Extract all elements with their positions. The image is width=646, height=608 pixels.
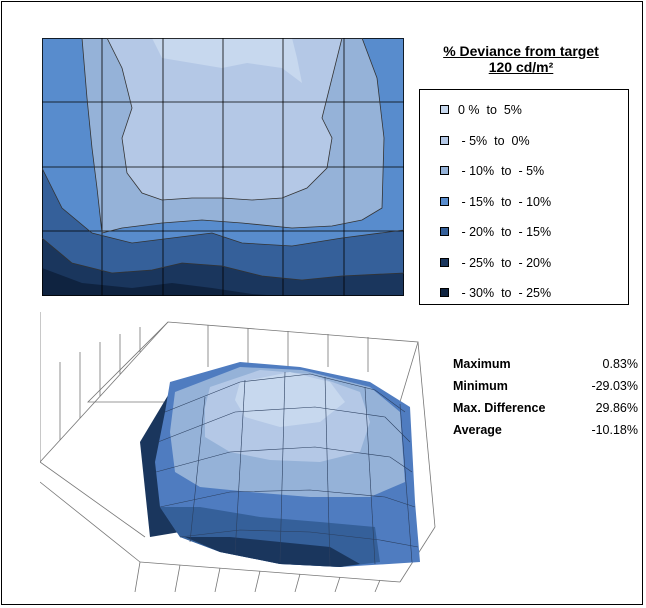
- legend-label: - 25% to - 20%: [458, 255, 552, 270]
- contour-grid: [42, 38, 404, 296]
- stat-row: Maximum 0.83%: [453, 356, 638, 378]
- legend-swatch: [440, 135, 449, 145]
- surface-wireframe-front: [134, 561, 381, 592]
- legend-label: - 5% to 0%: [458, 133, 530, 148]
- legend-swatch: [440, 288, 449, 297]
- contour-lines: [42, 38, 404, 281]
- surface-band-top: [235, 372, 345, 427]
- chart-title-text: % Deviance from target: [443, 43, 599, 59]
- stat-value: -29.03%: [591, 379, 638, 393]
- band-0-to-5: [152, 38, 302, 83]
- band-minus-20-to-minus-15: [42, 168, 404, 296]
- legend-label: 0 % to 5%: [458, 103, 522, 117]
- stat-label: Maximum: [453, 357, 511, 371]
- chart-title: % Deviance from target 120 cd/m²: [420, 43, 622, 75]
- legend-swatch: [440, 105, 449, 114]
- legend-label: - 30% to - 25%: [458, 286, 552, 300]
- legend: 0 % to 5% - 5% to 0% - 10% to - 5% - 15%…: [419, 89, 629, 305]
- legend-swatch: [440, 196, 449, 206]
- stat-value: 0.83%: [602, 357, 638, 371]
- stat-value: 29.86%: [595, 401, 638, 415]
- stat-label: Max. Difference: [453, 401, 546, 415]
- stat-value: -10.18%: [591, 423, 638, 437]
- stat-row: Average -10.18%: [453, 422, 638, 444]
- chart-subtitle: 120 cd/m²: [488, 59, 554, 75]
- stat-row: Max. Difference 29.86%: [453, 400, 638, 422]
- contour-map: [42, 38, 404, 296]
- stat-row: Minimum -29.03%: [453, 378, 638, 400]
- surface-band-darkest: [185, 537, 360, 567]
- surface-mesh: [155, 371, 419, 567]
- legend-swatch: [440, 166, 449, 175]
- stats-table: Maximum 0.83% Minimum -29.03% Max. Differenc…: [453, 356, 638, 444]
- stat-label: Average: [453, 423, 502, 437]
- legend-swatch: [440, 257, 449, 267]
- legend-label: - 20% to - 15%: [458, 225, 552, 239]
- legend-label: - 15% to - 10%: [458, 194, 552, 209]
- legend-label: - 10% to - 5%: [458, 164, 545, 178]
- surface-wireframe-back: [40, 312, 436, 583]
- stat-label: Minimum: [453, 379, 508, 393]
- surface-plot: [40, 312, 436, 592]
- legend-swatch: [440, 227, 449, 236]
